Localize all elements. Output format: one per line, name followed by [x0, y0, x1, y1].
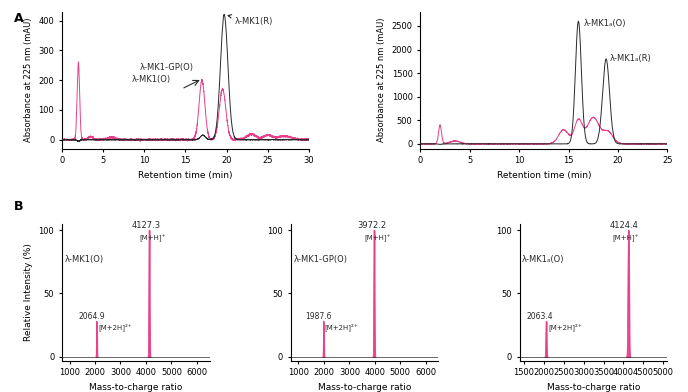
Text: [M+2H]²⁺: [M+2H]²⁺	[98, 323, 131, 331]
Text: 3972.2: 3972.2	[357, 221, 386, 230]
Text: B: B	[14, 200, 23, 213]
Text: [M+2H]²⁺: [M+2H]²⁺	[325, 323, 358, 331]
X-axis label: Mass-to-charge ratio: Mass-to-charge ratio	[89, 383, 182, 392]
Text: λ-MK1-GP(O): λ-MK1-GP(O)	[293, 255, 347, 264]
Text: λ-MK1-GP(O): λ-MK1-GP(O)	[140, 63, 194, 72]
Text: λ-MK1ₐ(R): λ-MK1ₐ(R)	[610, 54, 652, 63]
Text: [M+2H]²⁺: [M+2H]²⁺	[548, 323, 582, 331]
X-axis label: Mass-to-charge ratio: Mass-to-charge ratio	[318, 383, 411, 392]
Text: λ-MK1(O): λ-MK1(O)	[65, 255, 104, 264]
X-axis label: Retention time (min): Retention time (min)	[138, 171, 233, 180]
X-axis label: Retention time (min): Retention time (min)	[497, 171, 591, 180]
Text: A: A	[14, 12, 23, 25]
Y-axis label: Absorbance at 225 nm (mAU): Absorbance at 225 nm (mAU)	[377, 18, 386, 142]
Text: 1987.6: 1987.6	[305, 312, 332, 321]
Text: λ-MK1(O): λ-MK1(O)	[132, 74, 171, 83]
Text: 2064.9: 2064.9	[78, 312, 105, 321]
Text: 4127.3: 4127.3	[132, 221, 161, 230]
Y-axis label: Relative Intensity (%): Relative Intensity (%)	[24, 243, 33, 341]
Text: [M+H]⁺: [M+H]⁺	[139, 234, 165, 242]
Text: 2063.4: 2063.4	[527, 312, 553, 321]
Y-axis label: Absorbance at 225 nm (mAU): Absorbance at 225 nm (mAU)	[24, 18, 33, 142]
Text: λ-MK1ₐ(O): λ-MK1ₐ(O)	[522, 255, 564, 264]
X-axis label: Mass-to-charge ratio: Mass-to-charge ratio	[547, 383, 641, 392]
Text: λ-MK1ₐ(O): λ-MK1ₐ(O)	[583, 19, 626, 28]
Text: 4124.4: 4124.4	[610, 221, 639, 230]
Text: [M+H]⁺: [M+H]⁺	[612, 234, 639, 242]
Text: [M+H]⁺: [M+H]⁺	[364, 234, 390, 242]
Text: λ-MK1(R): λ-MK1(R)	[228, 15, 273, 25]
